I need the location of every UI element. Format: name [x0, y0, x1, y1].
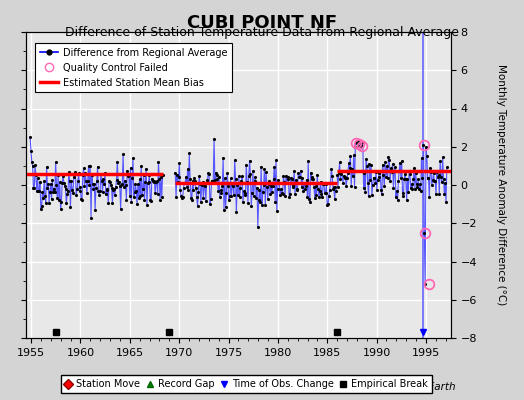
Text: Berkeley Earth: Berkeley Earth: [379, 382, 456, 392]
Text: Difference of Station Temperature Data from Regional Average: Difference of Station Temperature Data f…: [65, 26, 459, 39]
Legend: Station Move, Record Gap, Time of Obs. Change, Empirical Break: Station Move, Record Gap, Time of Obs. C…: [61, 375, 432, 393]
Legend: Difference from Regional Average, Quality Control Failed, Estimated Station Mean: Difference from Regional Average, Qualit…: [35, 43, 232, 92]
Text: CUBI POINT NF: CUBI POINT NF: [187, 14, 337, 32]
Y-axis label: Monthly Temperature Anomaly Difference (°C): Monthly Temperature Anomaly Difference (…: [496, 64, 506, 306]
